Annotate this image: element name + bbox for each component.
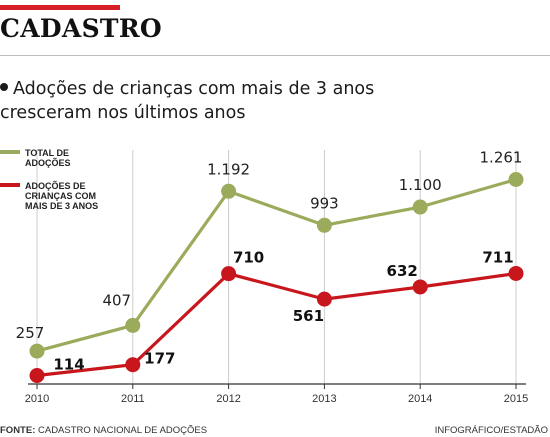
over3-data-label: 114 — [53, 356, 84, 374]
total-data-label: 1.100 — [399, 176, 442, 194]
over3-line — [36, 271, 517, 378]
total-line — [36, 177, 517, 353]
total-data-label: 407 — [102, 291, 131, 309]
over3-data-label: 561 — [293, 307, 324, 325]
total-point — [125, 317, 141, 333]
over3-point — [125, 357, 141, 373]
legend-label: ADOÇÕES DE — [25, 181, 86, 191]
headline-text: Adoções de crianças com mais de 3 anos c… — [0, 79, 375, 123]
over3-data-label: 177 — [144, 350, 175, 368]
total-data-label: 1.192 — [207, 160, 250, 178]
headline: Adoções de crianças com mais de 3 anos c… — [0, 77, 470, 125]
section-title: CADASTRO — [0, 14, 162, 43]
x-tick-label: 2012 — [216, 393, 240, 405]
source-text: CADASTRO NACIONAL DE ADOÇÕES — [38, 425, 208, 436]
total-point — [221, 183, 237, 199]
divider — [0, 55, 550, 56]
legend-label: MAIS DE 3 ANOS — [25, 201, 98, 211]
source-label: FONTE: — [0, 425, 36, 436]
bullet-icon — [0, 83, 8, 91]
total-data-label: 257 — [16, 324, 45, 342]
over3-point — [316, 291, 332, 307]
over3-point — [508, 265, 524, 281]
x-tick-label: 2015 — [504, 393, 528, 405]
x-tick-label: 2014 — [408, 393, 432, 405]
total-data-label: 1.261 — [480, 149, 523, 167]
legend-label: ADOÇÕES — [25, 158, 71, 168]
x-tick-label: 2013 — [312, 393, 336, 405]
source-note: FONTE: CADASTRO NACIONAL DE ADOÇÕES — [0, 425, 207, 436]
total-point — [508, 172, 524, 187]
over3-data-label: 711 — [482, 248, 513, 266]
total-data-label: 993 — [310, 194, 339, 212]
over3-point — [29, 368, 45, 383]
legend-label: TOTAL DE — [25, 148, 69, 158]
over3-data-label: 710 — [233, 249, 264, 267]
total-point — [29, 343, 45, 359]
legend-label: CRIANÇAS COM — [25, 191, 96, 201]
x-tick-label: 2011 — [121, 393, 145, 405]
over3-point — [412, 279, 428, 295]
over3-point — [221, 266, 237, 282]
total-point — [412, 199, 428, 215]
credit: INFOGRÁFICO/ESTADÃO — [434, 425, 548, 436]
accent-bar — [0, 5, 120, 10]
over3-data-label: 632 — [387, 262, 418, 280]
total-point — [316, 217, 332, 233]
x-tick-label: 2010 — [25, 393, 49, 405]
